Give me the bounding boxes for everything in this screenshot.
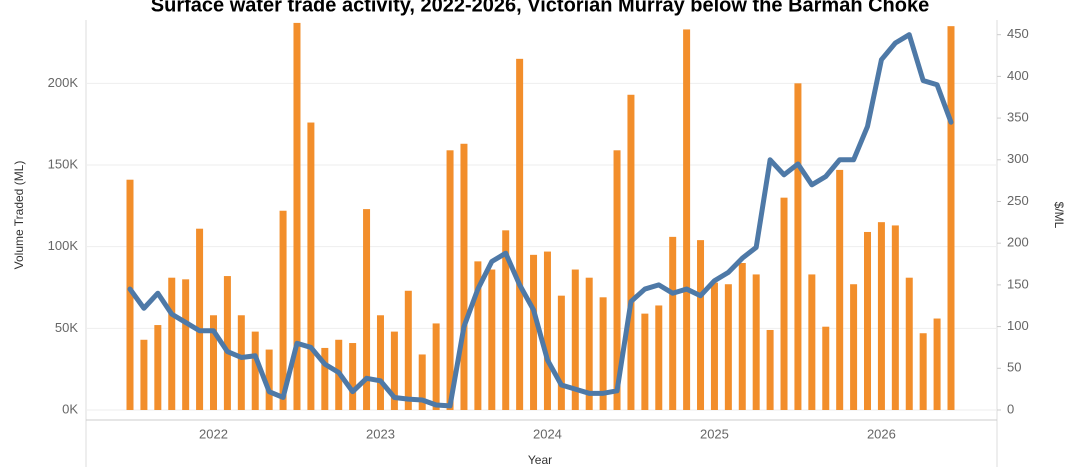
bar (655, 305, 663, 410)
bar (349, 343, 357, 410)
line (127, 32, 954, 409)
bar (432, 323, 440, 410)
bar (182, 279, 190, 410)
y2-tick-label: 400 (1007, 68, 1029, 83)
x-tick-label: 2023 (366, 426, 395, 441)
bar (919, 333, 927, 410)
bar (418, 354, 426, 410)
bar (683, 29, 691, 411)
bar (376, 315, 384, 410)
bar (196, 228, 204, 410)
bar (571, 269, 579, 410)
bar (516, 58, 524, 410)
bar (877, 222, 885, 410)
y2-tick-label: 50 (1007, 360, 1021, 375)
y-tick-label: 100K (48, 238, 79, 253)
bar (669, 236, 677, 410)
bar (780, 197, 788, 410)
y2-tick-label: 300 (1007, 151, 1029, 166)
chart-title: Surface water trade activity, 2022-2026,… (151, 0, 929, 16)
y-axis-title: Volume Traded (ML) (12, 161, 26, 270)
y2-tick-label: 200 (1007, 235, 1029, 250)
y2-tick-label: 450 (1007, 26, 1029, 41)
bar (891, 225, 899, 410)
bar (279, 210, 287, 410)
y2-tick-label: 250 (1007, 193, 1029, 208)
bar (905, 277, 913, 410)
x-axis-title: Year (528, 453, 552, 467)
bar (738, 263, 746, 410)
bar (697, 240, 705, 410)
bar (321, 347, 329, 410)
y2-tick-label: 100 (1007, 318, 1029, 333)
y-tick-label: 200K (48, 75, 79, 90)
bar (140, 339, 148, 410)
bar (474, 261, 482, 410)
x-tick-label: 2026 (867, 426, 896, 441)
bar (850, 284, 858, 410)
y2-tick-label: 350 (1007, 110, 1029, 125)
bar (363, 209, 371, 410)
y2-tick-label: 0 (1007, 401, 1014, 416)
y-tick-label: 0K (62, 401, 78, 416)
bar (613, 150, 621, 411)
bar (126, 179, 134, 410)
y2-axis-title: $/ML (1052, 202, 1066, 229)
bar (404, 290, 412, 410)
bar (502, 230, 510, 410)
x-tick-label: 2024 (533, 426, 562, 441)
x-tick-label: 2022 (199, 426, 228, 441)
bar (307, 122, 315, 411)
bar (710, 282, 718, 410)
bar (293, 22, 301, 411)
bar (933, 318, 941, 410)
bar (766, 329, 774, 410)
bar (251, 331, 259, 410)
y-tick-label: 150K (48, 156, 79, 171)
bar (168, 277, 176, 410)
bar (808, 274, 816, 410)
bar (836, 169, 844, 410)
bar (390, 331, 398, 410)
bar (543, 251, 551, 410)
bar (209, 315, 217, 410)
bar (154, 325, 162, 410)
bar (752, 274, 760, 410)
bar (724, 284, 732, 410)
bar (557, 295, 565, 410)
bar (530, 254, 538, 410)
bar (446, 150, 454, 411)
bar (460, 143, 468, 410)
y2-tick-label: 150 (1007, 276, 1029, 291)
y-tick-label: 50K (55, 320, 78, 335)
bar (585, 277, 593, 410)
bar (627, 94, 635, 411)
bar (237, 315, 245, 410)
bar (223, 276, 231, 410)
x-tick-label: 2025 (700, 426, 729, 441)
bar (641, 313, 649, 410)
bar (864, 231, 872, 410)
bar (822, 326, 830, 410)
bar (265, 349, 273, 410)
bar (794, 83, 802, 410)
bar (947, 26, 955, 411)
bar (599, 297, 607, 410)
bar (488, 269, 496, 410)
